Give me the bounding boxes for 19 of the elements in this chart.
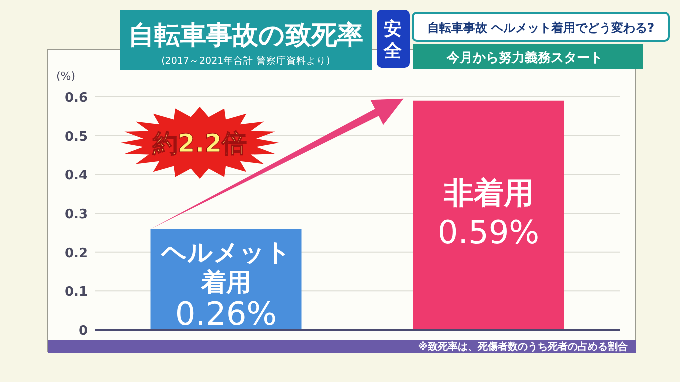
y-tick-label: 0.5 xyxy=(64,130,88,145)
y-tick-label: 0.1 xyxy=(64,285,88,300)
text: ※致死率は、死傷者数のうち死者の占める割合 xyxy=(418,341,629,353)
y-tick-label: 0.3 xyxy=(64,208,88,222)
chart-subtitle: (2017～2021年合計 警察庁資料より) xyxy=(162,55,330,67)
x-tick-label: ヘルメット着用 xyxy=(160,238,292,298)
text: 今月から努力義務スタート xyxy=(446,50,603,66)
y-tick-label: 0.6 xyxy=(64,91,88,106)
text: 自転車事故 ヘルメット着用でどう変わる? xyxy=(427,21,655,35)
data-label: 0.26% xyxy=(175,295,278,334)
chart-title: 自転車事故の致死率 xyxy=(128,21,364,51)
y-axis-title: (%) xyxy=(56,70,76,83)
y-tick-label: 0.2 xyxy=(64,246,88,262)
annotation: 約2.2倍 xyxy=(152,129,248,158)
y-tick-label: 0 xyxy=(78,324,88,339)
x-tick-label: 非着用 xyxy=(442,176,534,212)
text: 安全 xyxy=(383,19,403,62)
data-label: 0.59% xyxy=(438,213,540,252)
y-tick-label: 0.4 xyxy=(64,168,88,184)
